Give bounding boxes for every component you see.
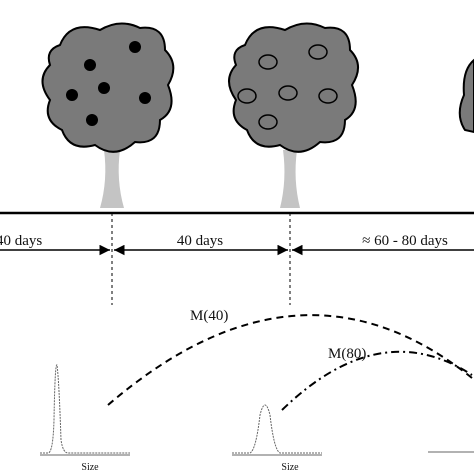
interval-label: 40 days — [0, 233, 42, 249]
curve-m40 — [107, 314, 473, 406]
size-plot — [40, 364, 130, 456]
tree-ripe — [41, 22, 175, 208]
curve-label: M(80) — [328, 346, 366, 362]
interval-label: 40 days — [177, 233, 223, 249]
curve-m80 — [281, 350, 473, 411]
axis-label: Size — [281, 462, 299, 473]
tree-unripe — [228, 22, 359, 208]
axis-label: Size — [81, 462, 99, 473]
curve-label: M(40) — [190, 308, 228, 324]
size-plot — [232, 404, 322, 456]
interval-label: ≈ 60 - 80 days — [362, 233, 448, 249]
tree-partial — [458, 58, 474, 134]
